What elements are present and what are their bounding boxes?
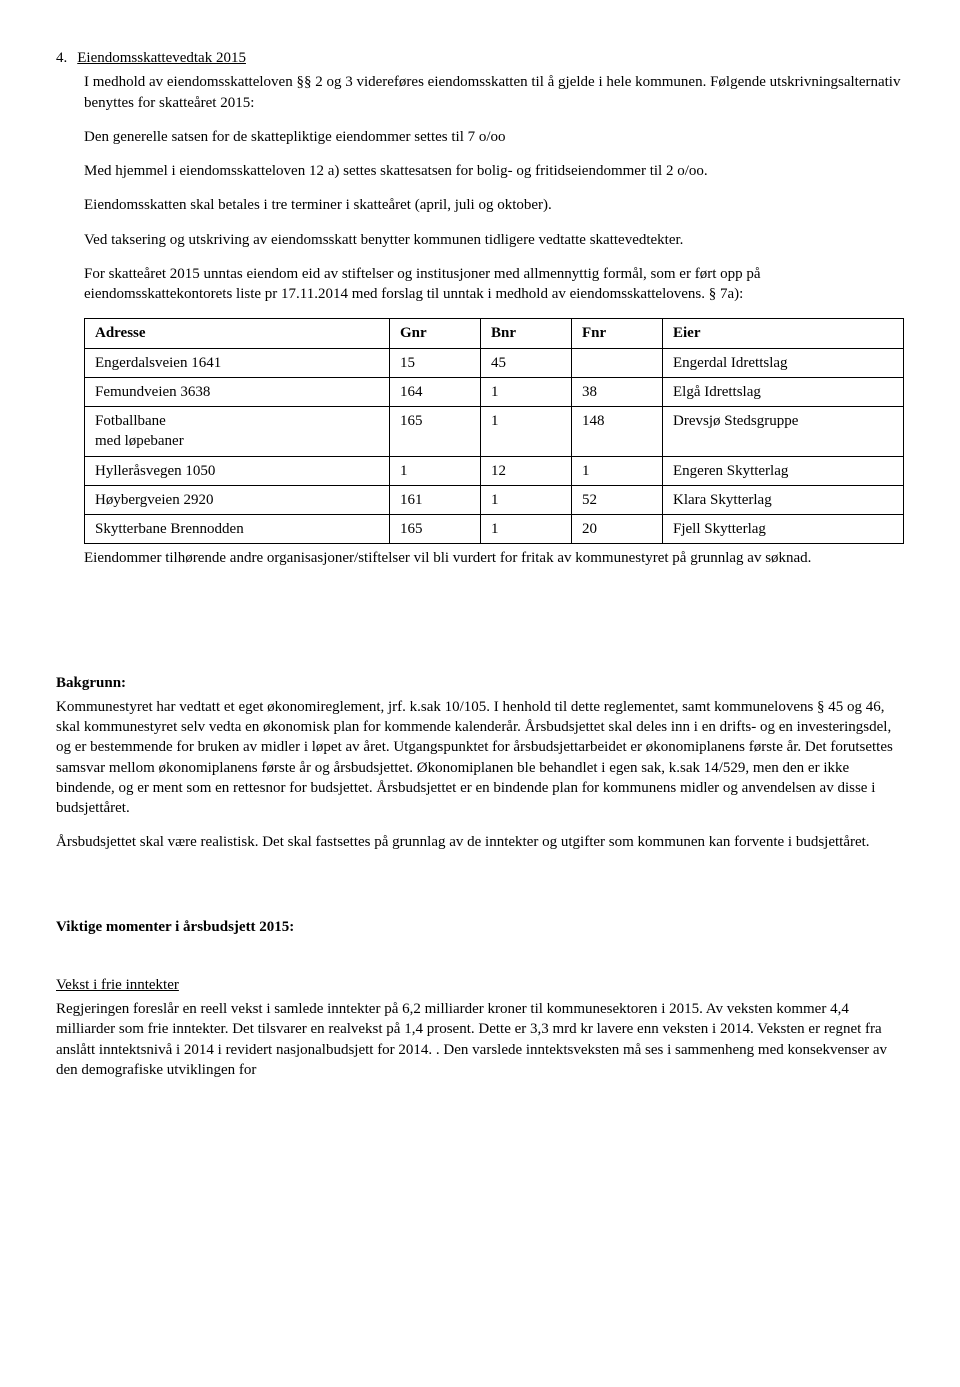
cell-eier: Elgå Idrettslag: [663, 377, 904, 406]
cell-adresse: Høybergveien 2920: [85, 485, 390, 514]
cell-adresse: Engerdalsveien 1641: [85, 348, 390, 377]
col-bnr: Bnr: [481, 319, 572, 348]
cell-bnr: 1: [481, 407, 572, 457]
cell-bnr: 1: [481, 377, 572, 406]
cell-fnr: [572, 348, 663, 377]
cell-gnr: 1: [390, 456, 481, 485]
property-table: Adresse Gnr Bnr Fnr Eier Engerdalsveien …: [84, 318, 904, 544]
cell-fnr: 148: [572, 407, 663, 457]
col-adresse: Adresse: [85, 319, 390, 348]
cell-gnr: 165: [390, 407, 481, 457]
item-4-body: I medhold av eiendomsskatteloven §§ 2 og…: [84, 72, 904, 568]
cell-bnr: 1: [481, 485, 572, 514]
viktige-heading: Viktige momenter i årsbudsjett 2015:: [56, 917, 904, 937]
table-row: Engerdalsveien 16411545 Engerdal Idrettsl…: [85, 348, 904, 377]
col-fnr: Fnr: [572, 319, 663, 348]
cell-eier: Fjell Skytterlag: [663, 515, 904, 544]
paragraph: Ved taksering og utskriving av eiendomss…: [84, 230, 904, 250]
vekst-heading: Vekst i frie inntekter: [56, 975, 904, 995]
paragraph: Eiendomsskatten skal betales i tre termi…: [84, 195, 904, 215]
cell-eier: Klara Skytterlag: [663, 485, 904, 514]
cell-fnr: 52: [572, 485, 663, 514]
cell-bnr: 12: [481, 456, 572, 485]
cell-adresse: Hylleråsvegen 1050: [85, 456, 390, 485]
cell-fnr: 1: [572, 456, 663, 485]
cell-adresse: Skytterbane Brennodden: [85, 515, 390, 544]
paragraph: Årsbudsjettet skal være realistisk. Det …: [56, 832, 904, 852]
cell-adresse: Fotballbanemed løpebaner: [85, 407, 390, 457]
table-row: Femundveien 3638164138Elgå Idrettslag: [85, 377, 904, 406]
col-gnr: Gnr: [390, 319, 481, 348]
cell-eier: Engerdal Idrettslag: [663, 348, 904, 377]
paragraph: Eiendommer tilhørende andre organisasjon…: [84, 548, 904, 568]
cell-eier: Drevsjø Stedsgruppe: [663, 407, 904, 457]
table-row: Skytterbane Brennodden165120Fjell Skytte…: [85, 515, 904, 544]
numbered-item-4: 4. Eiendomsskattevedtak 2015: [56, 48, 904, 72]
cell-adresse: Femundveien 3638: [85, 377, 390, 406]
paragraph: Med hjemmel i eiendomsskatteloven 12 a) …: [84, 161, 904, 181]
paragraph: Regjeringen foreslår en reell vekst i sa…: [56, 999, 904, 1080]
table-row: Fotballbanemed løpebaner1651148Drevsjø S…: [85, 407, 904, 457]
cell-eier: Engeren Skytterlag: [663, 456, 904, 485]
cell-bnr: 45: [481, 348, 572, 377]
cell-gnr: 161: [390, 485, 481, 514]
table-row: Hylleråsvegen 10501121Engeren Skytterlag: [85, 456, 904, 485]
cell-fnr: 20: [572, 515, 663, 544]
paragraph: Kommunestyret har vedtatt et eget økonom…: [56, 697, 904, 819]
cell-gnr: 164: [390, 377, 481, 406]
paragraph: I medhold av eiendomsskatteloven §§ 2 og…: [84, 72, 904, 113]
paragraph: For skatteåret 2015 unntas eiendom eid a…: [84, 264, 904, 305]
cell-gnr: 15: [390, 348, 481, 377]
col-eier: Eier: [663, 319, 904, 348]
table-row: Høybergveien 2920161152Klara Skytterlag: [85, 485, 904, 514]
paragraph: Den generelle satsen for de skatteplikti…: [84, 127, 904, 147]
item-title: Eiendomsskattevedtak 2015: [77, 48, 246, 68]
cell-gnr: 165: [390, 515, 481, 544]
cell-fnr: 38: [572, 377, 663, 406]
table-header-row: Adresse Gnr Bnr Fnr Eier: [85, 319, 904, 348]
item-number: 4.: [56, 48, 67, 72]
cell-bnr: 1: [481, 515, 572, 544]
bakgrunn-heading: Bakgrunn:: [56, 673, 904, 693]
